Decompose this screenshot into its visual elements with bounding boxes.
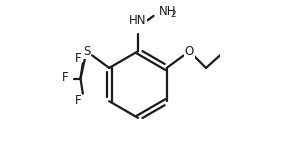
Text: F: F [75,52,81,65]
Text: S: S [83,45,90,58]
Text: F: F [75,94,81,107]
Text: NH: NH [159,6,177,18]
Text: HN: HN [129,14,147,27]
Text: O: O [185,45,194,58]
Text: 2: 2 [170,10,176,19]
Text: F: F [62,71,68,84]
